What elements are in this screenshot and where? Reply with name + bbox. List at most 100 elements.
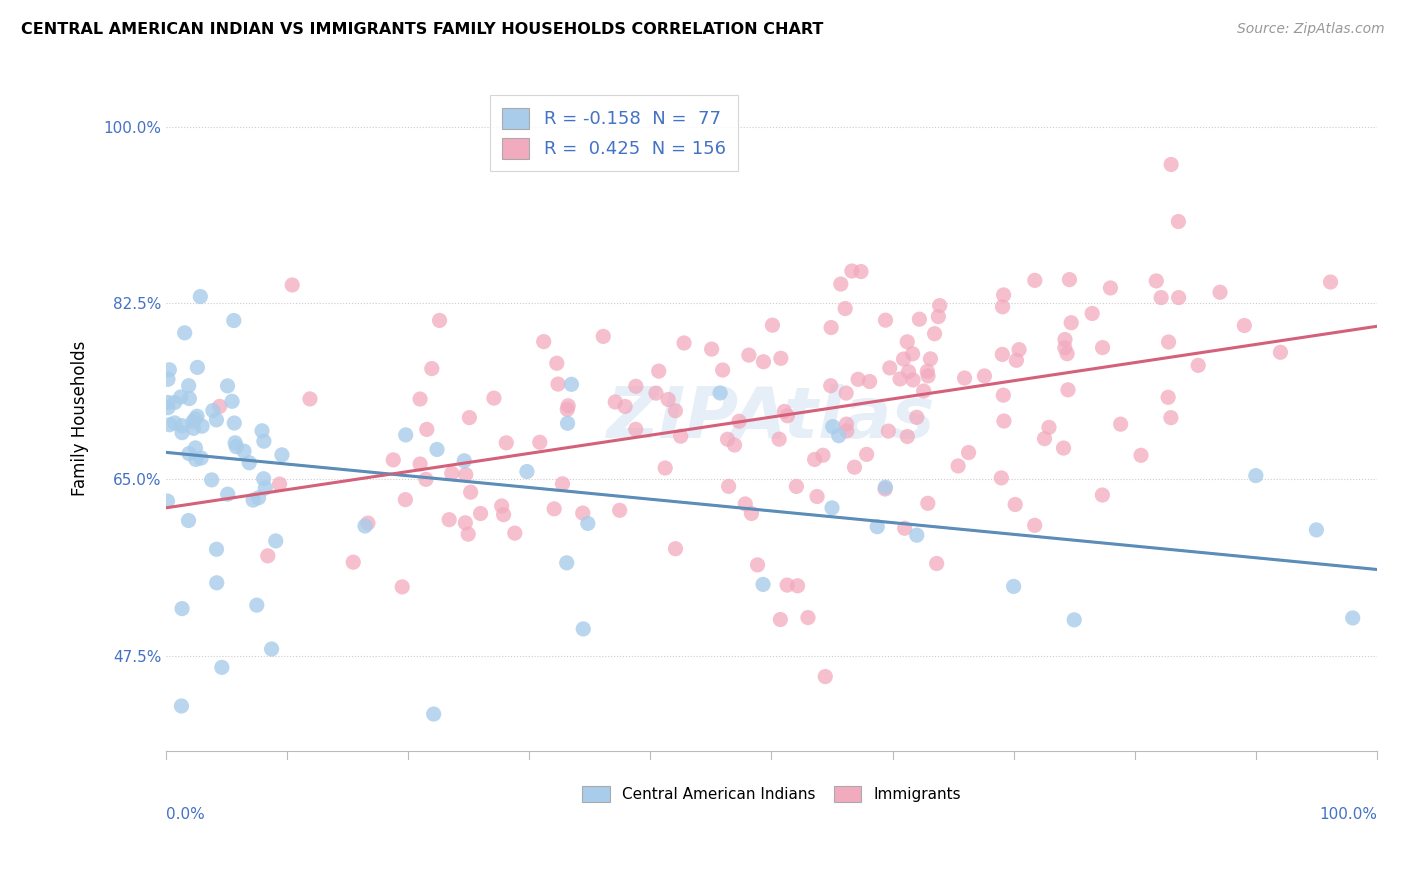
Point xyxy=(184,441,207,455)
Point xyxy=(806,490,828,504)
Point xyxy=(557,399,579,413)
Point xyxy=(889,372,911,386)
Point xyxy=(254,481,277,495)
Point xyxy=(905,528,928,542)
Point xyxy=(769,613,792,627)
Point xyxy=(159,417,181,432)
Point xyxy=(576,516,599,531)
Point xyxy=(1144,274,1167,288)
Point xyxy=(482,391,505,405)
Point xyxy=(457,527,479,541)
Point xyxy=(664,403,686,417)
Point xyxy=(776,409,799,423)
Text: CENTRAL AMERICAN INDIAN VS IMMIGRANTS FAMILY HOUSEHOLDS CORRELATION CHART: CENTRAL AMERICAN INDIAN VS IMMIGRANTS FA… xyxy=(21,22,824,37)
Point xyxy=(156,494,179,508)
Point xyxy=(1167,291,1189,305)
Point xyxy=(201,473,224,487)
Point xyxy=(1160,157,1182,171)
Point xyxy=(208,400,231,414)
Point xyxy=(844,460,866,475)
Point xyxy=(172,418,194,433)
Point xyxy=(1244,468,1267,483)
Point xyxy=(1099,281,1122,295)
Point xyxy=(454,467,477,482)
Point xyxy=(912,384,935,398)
Point xyxy=(560,377,582,392)
Point xyxy=(1038,420,1060,434)
Point xyxy=(1091,341,1114,355)
Point xyxy=(769,351,792,366)
Point xyxy=(1005,353,1028,368)
Point xyxy=(849,264,872,278)
Point xyxy=(177,514,200,528)
Point xyxy=(657,392,679,407)
Point xyxy=(264,533,287,548)
Point xyxy=(217,487,239,501)
Point xyxy=(224,416,246,430)
Point xyxy=(1109,417,1132,432)
Point xyxy=(624,379,647,393)
Point xyxy=(1150,291,1173,305)
Point xyxy=(357,516,380,530)
Point xyxy=(752,577,775,591)
Point xyxy=(811,448,834,462)
Point xyxy=(170,601,193,615)
Point xyxy=(1233,318,1256,333)
Point xyxy=(648,364,671,378)
Point xyxy=(1024,518,1046,533)
Point xyxy=(820,320,842,334)
Point xyxy=(1341,611,1364,625)
Point xyxy=(866,519,889,533)
Point xyxy=(920,351,942,366)
Point xyxy=(1002,579,1025,593)
Point xyxy=(1167,214,1189,228)
Point xyxy=(422,707,444,722)
Point xyxy=(797,610,820,624)
Point xyxy=(429,313,451,327)
Point xyxy=(717,479,740,493)
Point xyxy=(946,458,969,473)
Point xyxy=(391,580,413,594)
Point xyxy=(711,363,734,377)
Point xyxy=(572,622,595,636)
Point xyxy=(1270,345,1292,359)
Point xyxy=(908,312,931,326)
Point xyxy=(1160,410,1182,425)
Point xyxy=(516,465,538,479)
Point xyxy=(990,471,1012,485)
Point xyxy=(973,368,995,383)
Point xyxy=(901,347,924,361)
Point xyxy=(250,424,273,438)
Y-axis label: Family Households: Family Households xyxy=(72,341,89,497)
Point xyxy=(917,364,939,378)
Point xyxy=(256,549,278,563)
Point xyxy=(820,378,842,392)
Point xyxy=(409,457,432,471)
Point xyxy=(205,575,228,590)
Point xyxy=(835,386,858,401)
Point xyxy=(1033,432,1056,446)
Point xyxy=(592,329,614,343)
Point xyxy=(896,429,918,443)
Point xyxy=(1130,448,1153,462)
Point xyxy=(453,454,475,468)
Point xyxy=(354,519,377,533)
Point xyxy=(905,410,928,425)
Point xyxy=(395,428,418,442)
Point xyxy=(953,371,976,385)
Point xyxy=(897,365,920,379)
Point xyxy=(728,414,751,428)
Point xyxy=(170,390,193,404)
Point xyxy=(877,424,900,438)
Text: ZIPAtlas: ZIPAtlas xyxy=(607,384,936,453)
Point xyxy=(242,493,264,508)
Point xyxy=(901,373,924,387)
Point xyxy=(917,368,939,383)
Text: 0.0%: 0.0% xyxy=(166,806,205,822)
Point xyxy=(163,416,186,430)
Point xyxy=(609,503,631,517)
Point xyxy=(716,432,738,446)
Point xyxy=(181,415,204,429)
Point xyxy=(1305,523,1327,537)
Point xyxy=(188,289,211,303)
